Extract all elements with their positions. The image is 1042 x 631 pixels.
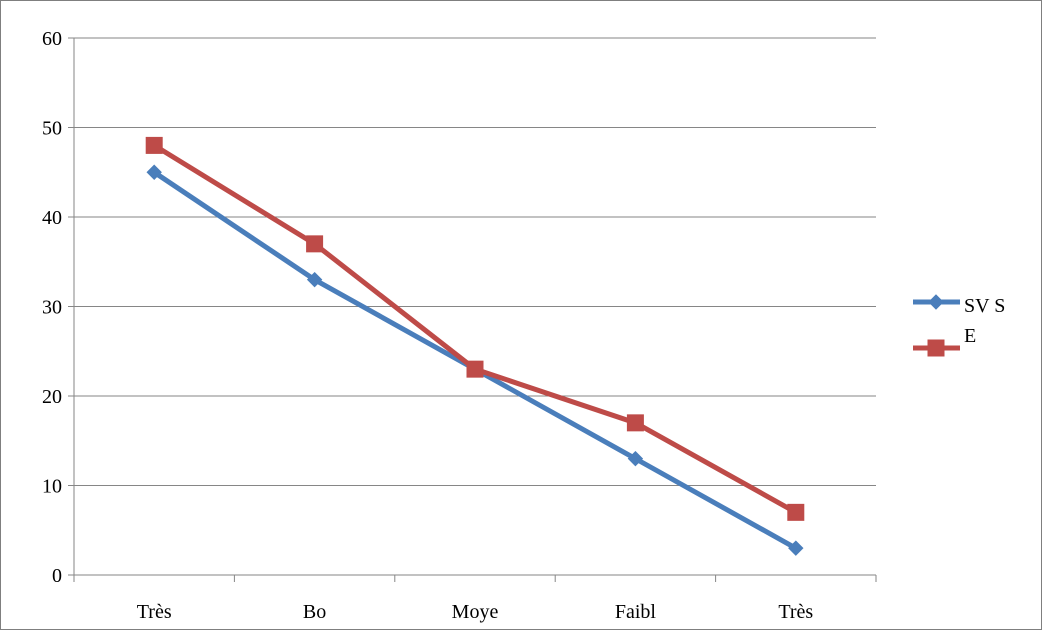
legend-label-1: SV S bbox=[964, 295, 1005, 317]
series-markers bbox=[145, 136, 805, 556]
x-tick-label: Très bbox=[137, 601, 172, 623]
legend-marker-2 bbox=[927, 339, 945, 357]
data-point-series-1 bbox=[146, 164, 162, 180]
legend-marker-1 bbox=[928, 294, 944, 310]
gridlines bbox=[74, 37, 876, 486]
data-point-series-2 bbox=[145, 136, 163, 154]
series-line-2 bbox=[152, 143, 798, 515]
legend-label-2: E bbox=[964, 325, 976, 347]
y-tick-label: 50 bbox=[42, 118, 62, 140]
data-point-series-1 bbox=[627, 450, 644, 467]
y-tick-label: 10 bbox=[42, 476, 62, 498]
data-point-series-2 bbox=[466, 360, 484, 378]
y-tick-label: 60 bbox=[42, 28, 62, 50]
data-point-series-2 bbox=[787, 503, 805, 521]
data-point-series-1 bbox=[788, 540, 804, 556]
data-point-series-1 bbox=[306, 271, 323, 288]
x-axis-ticks: Très Bo Moye Faibl Très bbox=[73, 575, 877, 623]
data-point-series-2 bbox=[626, 414, 644, 432]
y-tick-label: 30 bbox=[42, 297, 62, 319]
x-tick-label: Bo bbox=[303, 601, 326, 623]
y-tick-label: 40 bbox=[42, 207, 62, 229]
x-tick-label: Faibl bbox=[615, 601, 657, 623]
y-tick-label: 0 bbox=[52, 565, 62, 587]
series-lines bbox=[152, 143, 798, 551]
data-point-series-2 bbox=[306, 235, 324, 253]
series-line-1 bbox=[152, 170, 798, 551]
x-tick-label: Très bbox=[778, 601, 813, 623]
y-tick-label: 20 bbox=[42, 386, 62, 408]
legend: SV S E bbox=[913, 294, 1005, 357]
x-tick-label: Moye bbox=[452, 601, 499, 623]
y-axis-ticks: 0 10 20 30 40 50 60 bbox=[42, 28, 74, 587]
